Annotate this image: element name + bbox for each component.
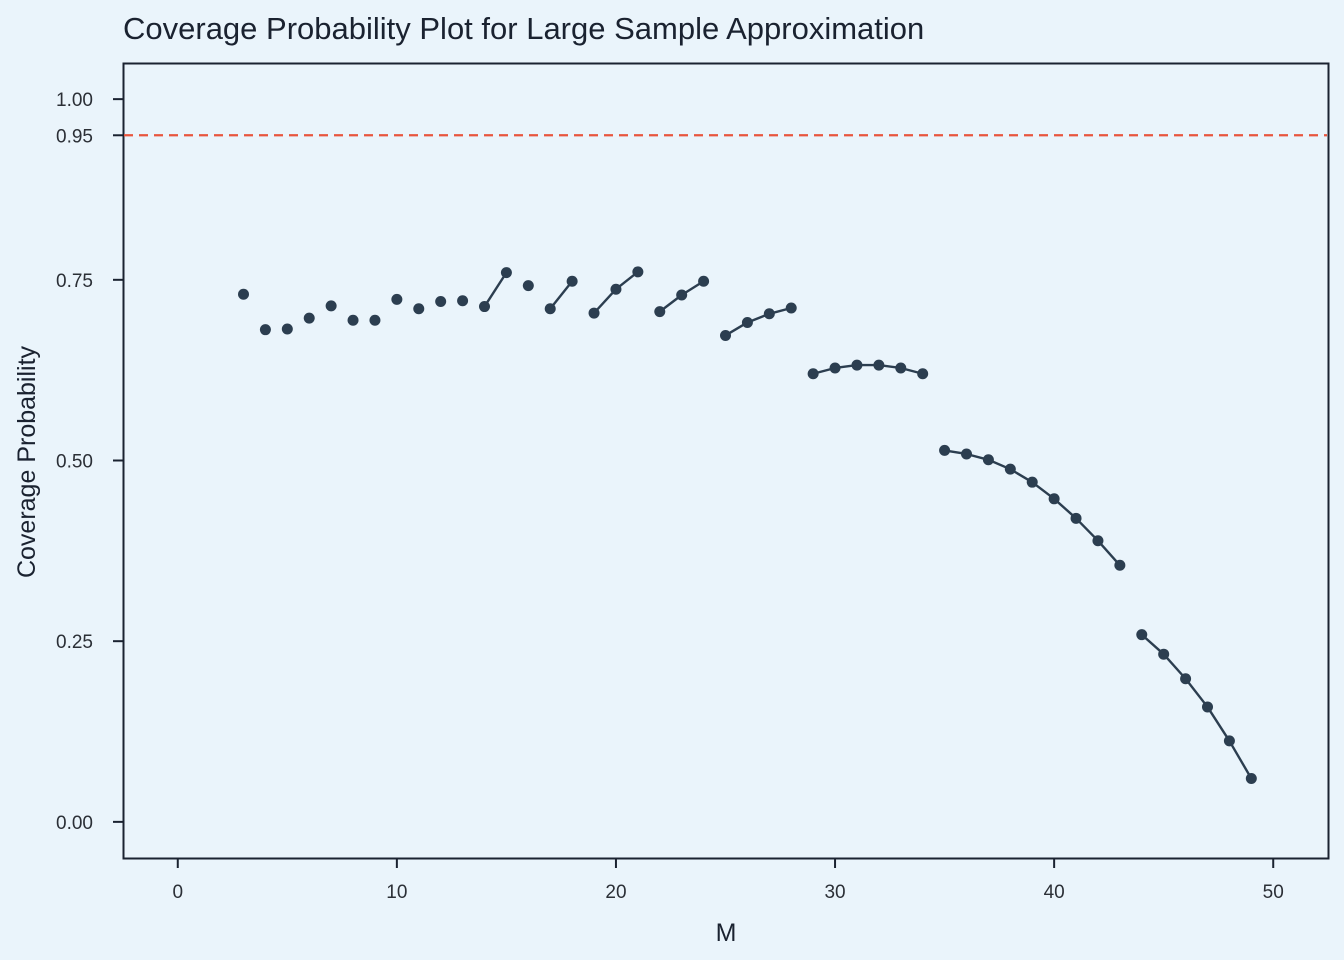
data-point bbox=[303, 312, 315, 324]
data-point bbox=[917, 368, 929, 380]
data-point bbox=[435, 296, 447, 307]
series-line-segment bbox=[549, 280, 574, 310]
data-point bbox=[829, 362, 841, 374]
data-point bbox=[610, 283, 622, 295]
x-tick-label: 20 bbox=[605, 882, 626, 903]
x-tick-label: 0 bbox=[172, 882, 183, 903]
series-line-segment bbox=[1140, 633, 1253, 780]
data-point bbox=[413, 303, 425, 315]
data-point bbox=[1004, 463, 1016, 475]
y-axis: 0.00 0.25 0.50 0.75 0.95 1.00 bbox=[56, 90, 123, 834]
series-line-segment bbox=[812, 363, 923, 375]
data-point bbox=[939, 444, 951, 456]
data-point bbox=[369, 314, 381, 326]
series-line-segment bbox=[944, 449, 1121, 567]
data-point bbox=[676, 289, 688, 301]
x-tick-label: 10 bbox=[386, 882, 407, 903]
data-point bbox=[588, 307, 600, 319]
data-point bbox=[544, 303, 556, 315]
data-point bbox=[982, 454, 994, 466]
data-point bbox=[654, 306, 666, 318]
series-layer bbox=[238, 266, 1257, 784]
data-point bbox=[1158, 648, 1170, 660]
data-point bbox=[1136, 629, 1148, 641]
data-point bbox=[895, 362, 907, 374]
x-tick-label: 30 bbox=[824, 882, 845, 903]
data-point bbox=[325, 300, 337, 312]
data-point bbox=[785, 302, 797, 314]
data-point bbox=[1092, 535, 1104, 547]
data-point bbox=[1026, 476, 1038, 488]
x-tick-label: 50 bbox=[1263, 882, 1284, 903]
data-point bbox=[522, 280, 534, 292]
x-tick-label: 40 bbox=[1044, 882, 1065, 903]
series-line-segment bbox=[724, 306, 792, 337]
y-tick-label: 0.00 bbox=[56, 813, 93, 834]
data-point bbox=[1245, 773, 1257, 784]
series-line-segment bbox=[483, 271, 508, 308]
y-tick-label: 1.00 bbox=[56, 90, 93, 111]
y-axis-label: Coverage Probability bbox=[13, 345, 41, 578]
x-axis: 0 10 20 30 40 50 bbox=[172, 858, 1284, 903]
chart-title: Coverage Probability Plot for Large Samp… bbox=[123, 11, 924, 46]
data-point bbox=[347, 314, 359, 326]
data-point bbox=[457, 295, 469, 307]
data-point bbox=[1180, 673, 1192, 685]
data-point bbox=[391, 293, 403, 305]
data-point bbox=[720, 329, 731, 341]
data-point bbox=[632, 266, 644, 278]
data-point bbox=[1048, 493, 1060, 505]
y-tick-label: 0.25 bbox=[56, 632, 93, 653]
data-point bbox=[961, 448, 972, 460]
data-point bbox=[1223, 735, 1235, 747]
data-point bbox=[851, 359, 863, 371]
data-point bbox=[281, 323, 293, 335]
y-tick-label: 0.50 bbox=[56, 452, 93, 473]
y-tick-label: 0.95 bbox=[56, 126, 93, 147]
data-point bbox=[238, 288, 249, 300]
data-point bbox=[763, 308, 775, 320]
data-point bbox=[259, 324, 271, 336]
data-point bbox=[698, 275, 710, 287]
data-point bbox=[873, 359, 885, 371]
data-point bbox=[1114, 559, 1126, 571]
data-point bbox=[1070, 512, 1082, 524]
data-point bbox=[479, 301, 490, 313]
plot-area bbox=[122, 62, 1330, 860]
data-point bbox=[741, 316, 753, 328]
data-point bbox=[566, 275, 578, 287]
y-tick-label: 0.75 bbox=[56, 271, 93, 292]
data-point bbox=[500, 267, 512, 279]
x-axis-label: M bbox=[716, 919, 737, 947]
data-point bbox=[1202, 701, 1213, 713]
data-point bbox=[807, 368, 819, 380]
